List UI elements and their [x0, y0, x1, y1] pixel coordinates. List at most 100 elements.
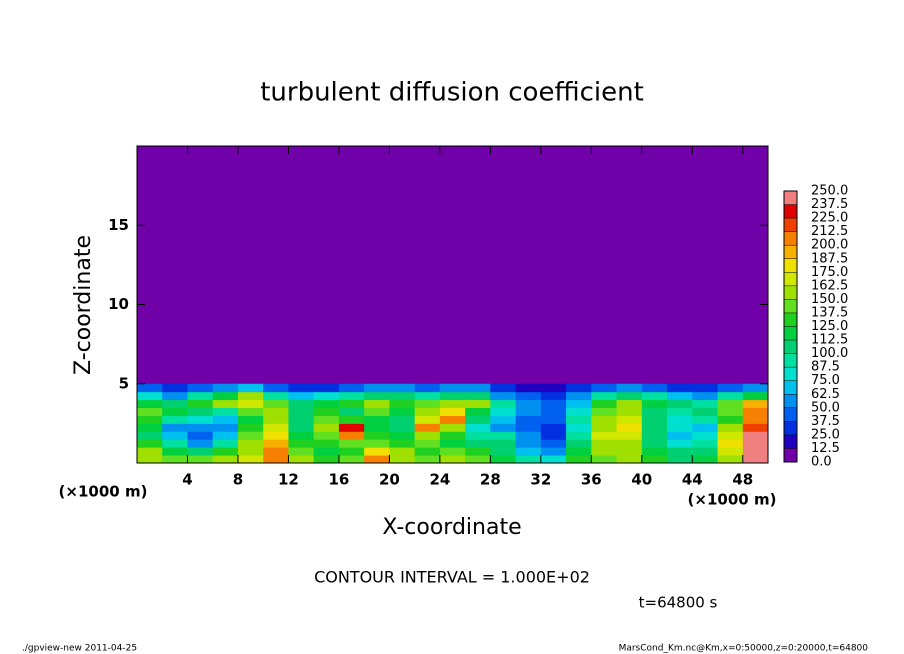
colorbar-label: 75.0: [811, 373, 840, 388]
field-cell: [641, 407, 668, 416]
field-cell: [439, 447, 466, 456]
field-cell: [389, 407, 416, 416]
field-cell: [364, 415, 390, 424]
colorbar-label: 237.5: [811, 197, 848, 212]
field-cell: [237, 391, 264, 401]
field-cell: [137, 399, 163, 409]
field-cell: [439, 439, 466, 448]
field-cell: [566, 423, 592, 432]
field-cell: [137, 407, 163, 416]
field-cell: [566, 439, 592, 448]
x-tick-label: 16: [328, 471, 349, 489]
field-cell: [692, 439, 719, 448]
y-tick-label: 15: [108, 216, 129, 234]
field-cell: [137, 439, 163, 448]
field-cell: [364, 383, 390, 393]
field-cell: [263, 431, 289, 440]
field-cell: [338, 415, 365, 424]
field-cell: [237, 431, 264, 440]
field-cell: [263, 455, 289, 464]
field-cell: [742, 447, 769, 456]
field-cell: [439, 415, 466, 424]
field-cell: [616, 431, 643, 440]
field-cell: [439, 423, 466, 432]
x-tick-label: 40: [631, 471, 652, 489]
field-cell: [364, 431, 390, 440]
field-cell: [187, 391, 214, 401]
field-cell: [187, 407, 214, 416]
field-cell: [490, 415, 517, 424]
field-cell: [717, 455, 744, 464]
field-cell: [288, 447, 315, 456]
field-cell: [465, 399, 491, 409]
field-cell: [212, 439, 239, 448]
colorbar-box: [784, 434, 797, 449]
field-cell: [263, 423, 289, 432]
field-cell: [566, 415, 592, 424]
field-cell: [490, 423, 517, 432]
field-cell: [212, 399, 239, 409]
field-cell: [414, 399, 441, 409]
field-cell: [465, 455, 491, 464]
colorbar-label: 112.5: [811, 333, 848, 348]
field-cell: [717, 439, 744, 448]
field-cell: [137, 455, 163, 464]
colorbar-box: [784, 191, 797, 205]
field-cell: [237, 423, 264, 432]
field-cell: [237, 383, 264, 393]
field-cell: [515, 423, 542, 432]
field-cell: [162, 423, 188, 432]
time-label: t=64800 s: [639, 594, 718, 612]
field-cell: [162, 415, 188, 424]
field-cell: [439, 431, 466, 440]
field-cell: [490, 391, 517, 401]
field-cell: [692, 415, 719, 424]
field-cell: [263, 399, 289, 409]
field-cell: [717, 415, 744, 424]
field-cell: [465, 439, 491, 448]
field-cell: [591, 415, 618, 424]
field-cell: [364, 455, 390, 464]
field-cell: [439, 399, 466, 409]
field-cell: [162, 439, 188, 448]
colorbar-label: 12.5: [811, 441, 840, 456]
field-cell: [515, 383, 542, 393]
field-cell: [540, 407, 567, 416]
field-cell: [338, 399, 365, 409]
field-cell: [566, 455, 592, 464]
colorbar-label: 200.0: [811, 238, 848, 253]
field-cell: [187, 431, 214, 440]
field-cell: [237, 399, 264, 409]
field-cell: [389, 439, 416, 448]
field-cell: [162, 399, 188, 409]
field-cell: [490, 447, 517, 456]
colorbar-box: [784, 204, 797, 219]
field-cell: [742, 415, 769, 424]
field-cell: [465, 423, 491, 432]
field-cell: [742, 423, 769, 432]
field-cell: [439, 383, 466, 393]
x-tick-label: 20: [379, 471, 400, 489]
field-cell: [616, 455, 643, 464]
field-cell: [313, 383, 340, 393]
field-cell: [465, 383, 491, 393]
colorbar-box: [784, 380, 797, 395]
field-cell: [162, 383, 188, 393]
field-cell: [667, 399, 693, 409]
field-cell: [137, 391, 163, 401]
field-cell: [465, 415, 491, 424]
field-cell: [742, 383, 769, 393]
field-cell: [591, 447, 618, 456]
field-cell: [692, 423, 719, 432]
field-cell: [237, 439, 264, 448]
field-cell: [263, 415, 289, 424]
colorbar-box: [784, 407, 797, 422]
field-cell: [212, 391, 239, 401]
field-cell: [591, 407, 618, 416]
field-cell: [288, 391, 315, 401]
field-cell: [540, 391, 567, 401]
field-cell: [338, 447, 365, 456]
field-cell: [313, 399, 340, 409]
field-cell: [667, 407, 693, 416]
field-cell: [717, 407, 744, 416]
